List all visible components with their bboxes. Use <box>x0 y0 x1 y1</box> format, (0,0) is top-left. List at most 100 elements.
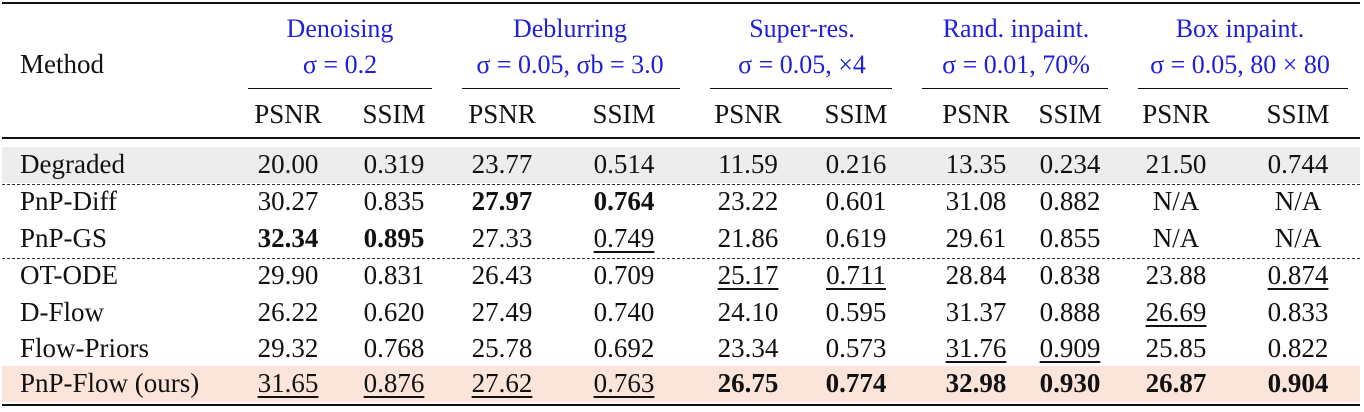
table-cell: 27.97 <box>471 186 533 216</box>
group-separator <box>2 258 1360 259</box>
metric-header: PSNR <box>254 99 322 129</box>
task-params: σ = 0.2 <box>302 50 378 79</box>
task-params: σ = 0.05, σb = 3.0 <box>476 50 664 79</box>
task-name: Rand. inpaint. <box>942 14 1090 43</box>
table-cell: 25.85 <box>1145 333 1207 363</box>
header-rule <box>2 137 1360 139</box>
metric-header: SSIM <box>1266 99 1330 129</box>
task-group-rule <box>922 88 1108 89</box>
task-name: Denoising <box>286 14 394 43</box>
top-rule <box>2 2 1360 4</box>
table-cell: 25.78 <box>471 333 533 363</box>
table-cell: 0.833 <box>1267 297 1329 327</box>
table-cell: N/A <box>1152 223 1200 253</box>
table-cell: 0.909 <box>1039 333 1101 363</box>
table-cell: 28.84 <box>945 260 1007 290</box>
table-cell: 0.838 <box>1039 260 1101 290</box>
table-cell: 0.930 <box>1039 368 1101 398</box>
table-cell: 21.50 <box>1145 149 1207 179</box>
table-cell: 26.75 <box>717 368 779 398</box>
method-name: PnP-Flow (ours) <box>20 368 200 398</box>
metric-header: SSIM <box>824 99 888 129</box>
table-cell: 31.65 <box>257 368 319 398</box>
table-cell: N/A <box>1152 186 1200 216</box>
table-cell: 26.43 <box>471 260 533 290</box>
task-group-rule <box>248 88 432 89</box>
table-cell: 0.876 <box>363 368 425 398</box>
table-cell: 0.768 <box>363 333 425 363</box>
table-cell: 24.10 <box>717 297 779 327</box>
task-name: Deblurring <box>512 14 628 43</box>
table-cell: 0.744 <box>1267 149 1329 179</box>
table-cell: 23.77 <box>471 149 533 179</box>
bottom-rule <box>2 404 1360 406</box>
task-params: σ = 0.05, 80 × 80 <box>1150 50 1330 79</box>
metric-header: SSIM <box>1038 99 1102 129</box>
table-cell: 30.27 <box>257 186 319 216</box>
table-cell: 0.216 <box>825 149 887 179</box>
table-cell: 0.855 <box>1039 223 1101 253</box>
task-group-rule <box>462 88 680 89</box>
method-name: PnP-GS <box>20 223 108 253</box>
table-cell: 26.22 <box>257 297 319 327</box>
method-name: Degraded <box>20 149 125 179</box>
table-cell: 0.822 <box>1267 333 1329 363</box>
table-cell: 26.87 <box>1145 368 1207 398</box>
table-cell: 13.35 <box>945 149 1007 179</box>
table-cell: 29.32 <box>257 333 319 363</box>
table-cell: 0.692 <box>593 333 655 363</box>
table-cell: 27.62 <box>471 368 533 398</box>
method-name: PnP-Diff <box>20 186 118 216</box>
table-cell: 0.895 <box>363 223 425 253</box>
table-cell: 0.709 <box>593 260 655 290</box>
table-cell: 31.08 <box>945 186 1007 216</box>
task-name: Super-res. <box>749 14 855 43</box>
table-cell: 32.34 <box>257 223 319 253</box>
table-cell: 0.904 <box>1267 368 1329 398</box>
table-cell: 0.882 <box>1039 186 1101 216</box>
table-cell: 0.740 <box>593 297 655 327</box>
metric-header: PSNR <box>468 99 536 129</box>
table-cell: 29.61 <box>945 223 1007 253</box>
method-name: OT-ODE <box>20 260 118 290</box>
table-cell: 25.17 <box>717 260 779 290</box>
task-name: Box inpaint. <box>1175 14 1305 43</box>
group-separator <box>2 184 1360 185</box>
table-cell: 0.711 <box>826 260 886 290</box>
table-cell: N/A <box>1274 223 1322 253</box>
table-cell: 27.49 <box>471 297 533 327</box>
table-cell: 0.619 <box>825 223 887 253</box>
table-cell: 0.763 <box>593 368 655 398</box>
table-cell: 23.88 <box>1145 260 1207 290</box>
table-cell: 31.76 <box>945 333 1007 363</box>
table-cell: 26.69 <box>1145 297 1207 327</box>
table-cell: 32.98 <box>945 368 1007 398</box>
table-cell: 0.764 <box>593 186 655 216</box>
method-name: D-Flow <box>20 297 105 327</box>
method-name: Flow-Priors <box>20 333 150 363</box>
metric-header: SSIM <box>362 99 426 129</box>
table-cell: 0.831 <box>363 260 425 290</box>
method-header: Method <box>20 49 104 79</box>
table-cell: N/A <box>1274 186 1322 216</box>
table-cell: 31.37 <box>945 297 1007 327</box>
degraded-row-band <box>2 147 1360 183</box>
table-cell: 27.33 <box>471 223 533 253</box>
table-cell: 23.22 <box>717 186 779 216</box>
table-cell: 20.00 <box>257 149 319 179</box>
table-cell: 21.86 <box>717 223 779 253</box>
table-cell: 0.749 <box>593 223 655 253</box>
metric-header: SSIM <box>592 99 656 129</box>
table-cell: 23.34 <box>717 333 779 363</box>
table-cell: 0.835 <box>363 186 425 216</box>
table-cell: 0.319 <box>363 149 425 179</box>
metric-header: PSNR <box>942 99 1010 129</box>
table-cell: 0.888 <box>1039 297 1101 327</box>
table-cell: 29.90 <box>257 260 319 290</box>
table-cell: 0.595 <box>825 297 887 327</box>
table-cell: 0.514 <box>593 149 655 179</box>
task-group-rule <box>710 88 892 89</box>
table-cell: 11.59 <box>718 149 778 179</box>
task-params: σ = 0.05, ×4 <box>738 50 866 79</box>
table-cell: 0.601 <box>825 186 887 216</box>
